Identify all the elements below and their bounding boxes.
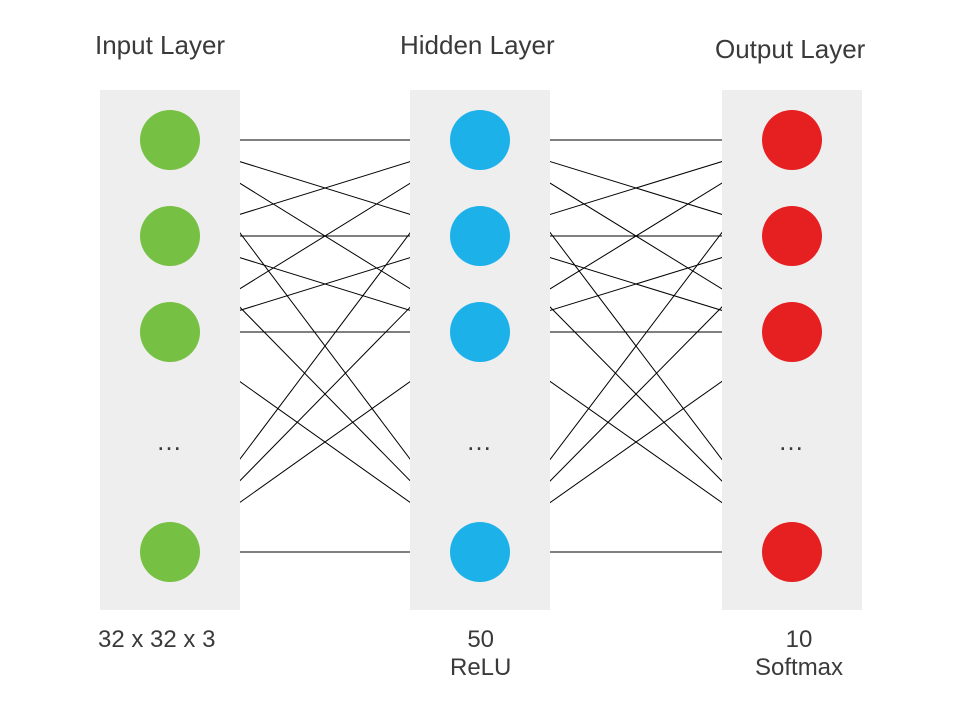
ellipsis-input: … [156, 426, 184, 457]
node-hidden-3 [450, 522, 510, 582]
caption-hidden: 50 ReLU [450, 626, 511, 682]
ellipsis-hidden: … [466, 426, 494, 457]
node-output-2 [762, 302, 822, 362]
node-input-3 [140, 522, 200, 582]
node-output-3 [762, 522, 822, 582]
ellipsis-output: … [778, 426, 806, 457]
title-hidden: Hidden Layer [400, 30, 555, 61]
node-input-2 [140, 302, 200, 362]
node-input-1 [140, 206, 200, 266]
node-input-0 [140, 110, 200, 170]
node-hidden-2 [450, 302, 510, 362]
nn-diagram: … … … Input Layer Hidden Layer Output Layer 32… [0, 0, 960, 720]
node-hidden-0 [450, 110, 510, 170]
node-output-1 [762, 206, 822, 266]
title-output: Output Layer [715, 34, 865, 65]
caption-input: 32 x 32 x 3 [98, 626, 215, 654]
node-output-0 [762, 110, 822, 170]
title-input: Input Layer [95, 30, 225, 61]
node-hidden-1 [450, 206, 510, 266]
caption-output: 10 Softmax [755, 626, 843, 682]
